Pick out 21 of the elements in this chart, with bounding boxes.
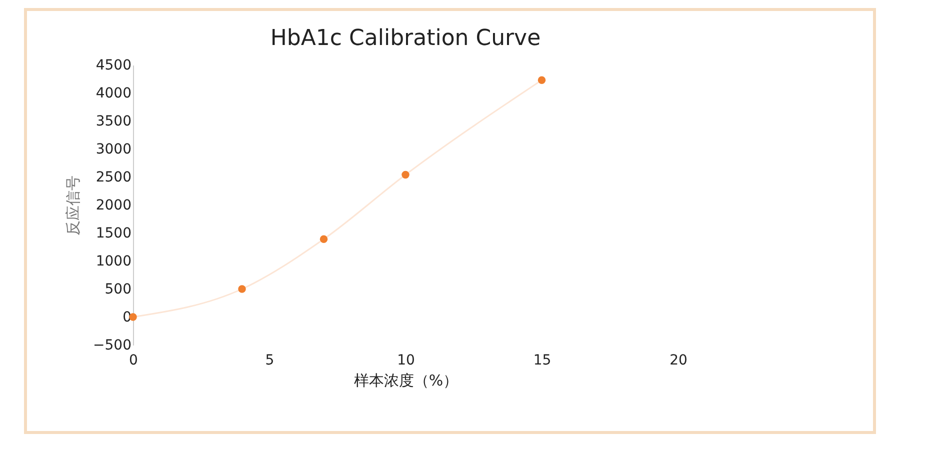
y-tick-label: 1500 <box>96 226 132 242</box>
y-axis-title: 反应信号 <box>64 176 82 236</box>
point <box>238 285 246 293</box>
y-tick-label: 4500 <box>96 58 132 74</box>
y-tick-label: 500 <box>104 282 132 298</box>
x-tick-label: 5 <box>265 352 274 368</box>
x-tick-label: 10 <box>397 352 415 368</box>
chart-title: HbA1c Calibration Curve <box>270 26 541 51</box>
x-tick-label: 20 <box>670 352 688 368</box>
y-tick-label: 4000 <box>96 86 132 102</box>
point <box>320 235 328 244</box>
y-tick-label: 3500 <box>96 114 132 130</box>
y-tick-label: 1000 <box>96 254 132 270</box>
y-tick-label: 2000 <box>96 198 132 214</box>
y-tick-label: 3000 <box>96 142 132 158</box>
point <box>538 76 546 84</box>
y-tick-label: −500 <box>93 338 132 354</box>
point <box>402 170 410 179</box>
x-tick-label: 15 <box>533 352 552 368</box>
x-axis-title: 样本浓度（%） <box>354 372 458 390</box>
y-tick-label: 2500 <box>96 170 132 186</box>
